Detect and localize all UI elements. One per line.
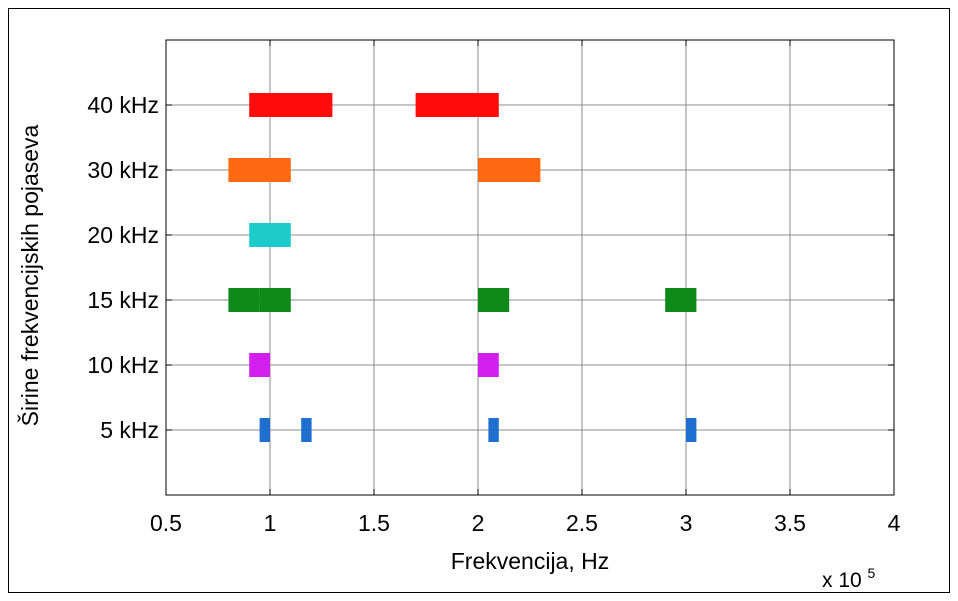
- range-bar: [488, 418, 499, 442]
- y-tick-label: 30 kHz: [87, 157, 159, 183]
- range-bar: [249, 353, 270, 377]
- y-tick-label: 5 kHz: [100, 417, 159, 443]
- range-bar: [686, 418, 697, 442]
- range-bar: [259, 418, 270, 442]
- range-bar: [228, 288, 260, 312]
- y-tick-label: 20 kHz: [87, 222, 159, 248]
- x-axis-label: Frekvencija, Hz: [451, 548, 609, 574]
- y-tick-label: 15 kHz: [87, 287, 159, 313]
- bars: [228, 93, 697, 442]
- range-bar: [301, 418, 312, 442]
- range-bar: [478, 288, 510, 312]
- range-bar: [415, 93, 499, 117]
- y-tick-label: 10 kHz: [87, 352, 159, 378]
- range-bar: [228, 158, 291, 182]
- y-tick-labels: 5 kHz 10 kHz 15 kHz 20 kHz 30 kHz 40 kHz: [87, 92, 159, 443]
- y-axis-label: Širine frekvencijskih pojaseva: [16, 124, 43, 426]
- x-axis-multiplier-exponent: 5: [868, 565, 876, 581]
- x-tick-label: 1: [264, 510, 277, 536]
- x-tick-label: 2.5: [566, 510, 598, 536]
- range-bar: [249, 223, 291, 247]
- x-axis-multiplier-base: x 10: [822, 569, 862, 592]
- x-tick-label: 2: [472, 510, 485, 536]
- x-tick-label: 3: [680, 510, 693, 536]
- x-tick-label: 3.5: [774, 510, 806, 536]
- x-tick-labels: 0.5 1 1.5 2 2.5 3 3.5 4: [150, 510, 901, 536]
- x-tick-label: 4: [888, 510, 901, 536]
- range-bar: [249, 93, 333, 117]
- range-bar: [478, 158, 541, 182]
- x-tick-label: 1.5: [358, 510, 390, 536]
- range-bar: [665, 288, 697, 312]
- axis-ticks: [165, 40, 895, 495]
- x-axis-multiplier: x 10 5: [822, 565, 876, 592]
- range-bar: [259, 288, 291, 312]
- range-bar: [478, 353, 499, 377]
- x-tick-label: 0.5: [150, 510, 182, 536]
- plot-area-border: [165, 39, 895, 496]
- y-tick-label: 40 kHz: [87, 92, 159, 118]
